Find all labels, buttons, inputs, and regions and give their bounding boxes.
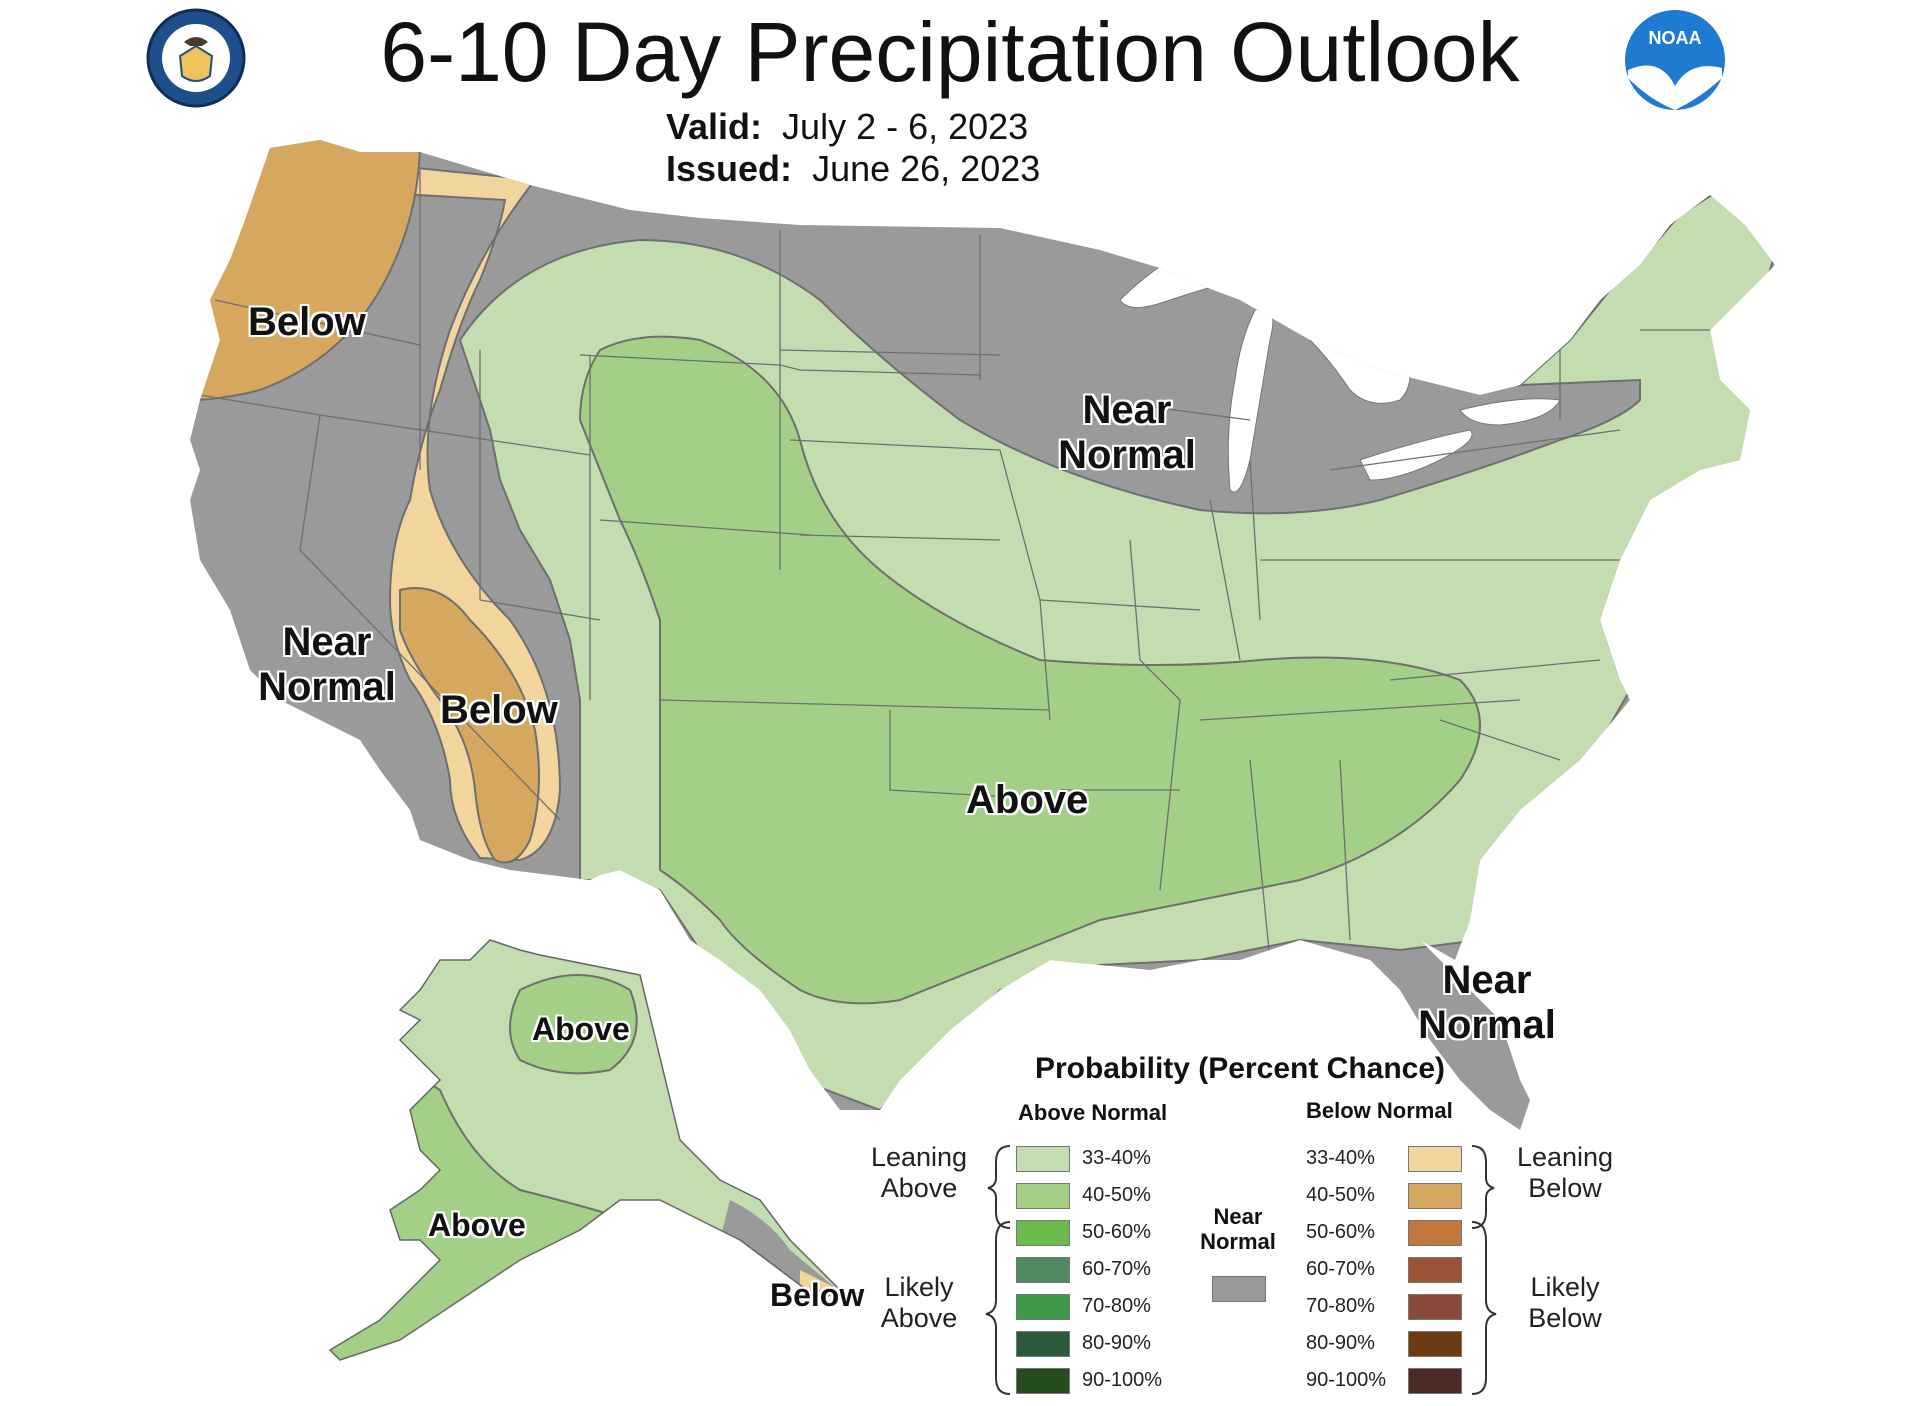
legend-above-swatch <box>1016 1183 1070 1209</box>
legend-likely-below: Likely Below <box>1528 1272 1602 1334</box>
label-midwest-near: Near Normal <box>1058 388 1196 477</box>
noaa-logo-icon: NOAA <box>1625 10 1725 110</box>
valid-dates: July 2 - 6, 2023 <box>782 106 1029 147</box>
ak-above-40-north <box>509 974 638 1075</box>
label-nw-below: Below <box>248 300 366 344</box>
legend-below-swatch <box>1408 1257 1462 1283</box>
legend-leaning-below: Leaning Below <box>1516 1142 1614 1204</box>
legend-below-swatch <box>1408 1331 1462 1357</box>
lake-erie <box>1359 429 1473 481</box>
legend-below-swatch <box>1408 1368 1462 1394</box>
label-ca-near: Near Normal <box>258 620 396 709</box>
issued-label: Issued: <box>666 148 793 189</box>
label-central-above: Above <box>966 778 1089 822</box>
legend-above-swatch <box>1016 1257 1070 1283</box>
legend-near-header: Near Normal <box>1200 1204 1276 1255</box>
noaa-logo-text: NOAA <box>1649 28 1702 48</box>
legend-above-header: Above Normal <box>1018 1100 1168 1125</box>
state-borders <box>199 170 1720 961</box>
legend-below-range: 70-80% <box>1306 1295 1375 1317</box>
page-title: 6-10 Day Precipitation Outlook <box>380 5 1520 99</box>
label-florida-near: Near Normal <box>1418 958 1556 1047</box>
valid-line: Valid: July 2 - 6, 2023 <box>666 106 1028 148</box>
legend-above-range: 90-100% <box>1082 1369 1163 1391</box>
legend-likely-above: Likely Above <box>880 1272 958 1334</box>
label-ak-above-north: Above <box>532 1011 630 1047</box>
label-ak-below: Below <box>770 1277 865 1313</box>
legend-above-range: 80-90% <box>1082 1332 1151 1354</box>
legend-below-swatch <box>1408 1146 1462 1172</box>
lake-michigan <box>1227 307 1274 493</box>
legend-below-swatch <box>1408 1183 1462 1209</box>
legend-below-range: 50-60% <box>1306 1221 1375 1243</box>
legend-below-range: 90-100% <box>1306 1369 1387 1391</box>
issued-date: June 26, 2023 <box>812 148 1041 189</box>
legend-above-swatch <box>1016 1220 1070 1246</box>
legend-above-range: 60-70% <box>1082 1258 1151 1280</box>
legend-above-range: 40-50% <box>1082 1184 1151 1206</box>
legend-near-swatch <box>1212 1276 1266 1302</box>
label-ak-above-south: Above <box>428 1207 526 1243</box>
legend-below-range: 60-70% <box>1306 1258 1375 1280</box>
legend-above-range: 50-60% <box>1082 1221 1151 1243</box>
label-sw-below: Below <box>440 688 558 732</box>
legend-above-swatch <box>1016 1331 1070 1357</box>
commerce-seal-icon <box>146 8 246 108</box>
above-40-area <box>578 335 1481 1005</box>
legend-below-swatch <box>1408 1220 1462 1246</box>
valid-label: Valid: <box>666 106 763 147</box>
legend-title: Probability (Percent Chance) <box>1034 1052 1446 1085</box>
legend-above-range: 70-80% <box>1082 1295 1151 1317</box>
legend-below-range: 33-40% <box>1306 1147 1375 1169</box>
alaska-outline <box>328 939 842 1361</box>
legend-above-swatch <box>1016 1294 1070 1320</box>
legend-above-swatch <box>1016 1146 1070 1172</box>
legend-leaning-above: Leaning Above <box>870 1142 968 1204</box>
issued-line: Issued: June 26, 2023 <box>666 148 1040 190</box>
legend-below-header: Below Normal <box>1306 1098 1453 1123</box>
legend-above-swatch <box>1016 1368 1070 1394</box>
lake-ontario <box>1459 398 1561 426</box>
legend-above-range: 33-40% <box>1082 1147 1151 1169</box>
legend-below-range: 80-90% <box>1306 1332 1375 1354</box>
legend-below-range: 40-50% <box>1306 1184 1375 1206</box>
legend-below-swatch <box>1408 1294 1462 1320</box>
